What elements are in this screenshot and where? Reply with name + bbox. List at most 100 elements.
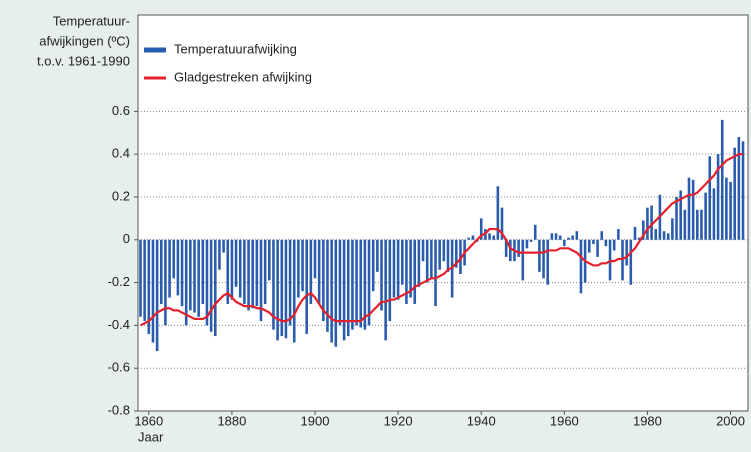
x-axis-label: Jaar [138, 429, 164, 444]
y-axis-label: afwijkingen (ºC) [39, 33, 130, 48]
bar [629, 239, 633, 285]
bar [313, 239, 317, 279]
y-tick-label: -0.2 [108, 274, 130, 289]
bar [496, 186, 500, 240]
bar [529, 239, 533, 242]
bar [679, 190, 682, 240]
x-tick-label: 1880 [217, 413, 246, 428]
bar [342, 239, 346, 341]
bar [292, 239, 296, 343]
bar [662, 231, 666, 240]
bar [708, 156, 712, 240]
bar [243, 239, 246, 304]
bar [172, 239, 176, 279]
y-tick-label: -0.8 [108, 402, 130, 417]
bar [471, 235, 475, 240]
bar [351, 239, 354, 330]
bar [234, 239, 238, 287]
bar [164, 239, 167, 326]
bar [218, 239, 221, 270]
bar [459, 239, 462, 275]
bar [446, 239, 450, 272]
bar [733, 147, 736, 240]
bar [201, 239, 205, 304]
bar [288, 239, 292, 326]
bar [533, 224, 537, 240]
bar [554, 233, 558, 240]
bar [704, 192, 707, 240]
bar [272, 239, 275, 330]
bar [612, 239, 616, 251]
bar [687, 177, 691, 240]
bar [384, 239, 387, 341]
x-tick-label: 1940 [467, 413, 496, 428]
bar [438, 239, 441, 270]
bar [413, 239, 417, 304]
bar [193, 239, 196, 313]
bar [309, 239, 313, 304]
bar [147, 239, 151, 334]
smoothed-line [139, 153, 744, 327]
bar [500, 207, 504, 240]
bar [263, 239, 267, 304]
bar [322, 239, 325, 322]
bar [425, 239, 429, 283]
bar [442, 239, 446, 262]
bar [517, 239, 520, 257]
bar [575, 231, 579, 240]
bar [180, 239, 184, 307]
bar [371, 239, 375, 292]
y-tick-label: -0.4 [108, 317, 130, 332]
bar [633, 226, 637, 240]
bar [696, 209, 699, 240]
bar [434, 239, 437, 307]
bar [741, 141, 745, 240]
bar [637, 237, 641, 240]
y-axis-label: t.o.v. 1961-1990 [37, 53, 130, 68]
bar [691, 179, 695, 240]
bar [280, 239, 284, 337]
legend-label: Temperatuurafwijking [174, 41, 297, 56]
bar [563, 239, 566, 247]
bar [521, 239, 525, 281]
bar [550, 233, 554, 240]
bar [542, 239, 545, 279]
y-tick-label: -0.6 [108, 360, 130, 375]
bar [596, 239, 599, 257]
bar [488, 233, 491, 240]
bar [297, 239, 300, 298]
bar [159, 239, 163, 304]
bar [725, 177, 728, 240]
bar [330, 239, 333, 343]
bar [666, 233, 670, 240]
legend-label: Gladgestreken afwijking [174, 69, 312, 84]
x-tick-label: 2000 [716, 413, 745, 428]
bar [604, 239, 608, 247]
bar [363, 239, 367, 330]
bar [317, 239, 321, 304]
bar [197, 239, 200, 317]
bar [396, 239, 400, 300]
bar [151, 239, 155, 343]
bar [492, 235, 495, 240]
bar [525, 239, 529, 249]
bar [712, 188, 716, 240]
bar [716, 154, 720, 240]
bar [284, 239, 288, 339]
bar [737, 137, 741, 240]
bar [259, 239, 263, 322]
bar [571, 235, 574, 240]
bar [168, 239, 171, 298]
bar [214, 239, 217, 337]
bar [675, 196, 678, 240]
bar [650, 205, 653, 240]
bar [617, 229, 620, 240]
x-tick-label: 1860 [134, 413, 163, 428]
bar [255, 239, 259, 307]
bar [538, 239, 541, 272]
bar [625, 239, 628, 266]
bar [247, 239, 250, 311]
bar [205, 239, 209, 326]
bar [326, 239, 329, 332]
bar [592, 239, 595, 245]
